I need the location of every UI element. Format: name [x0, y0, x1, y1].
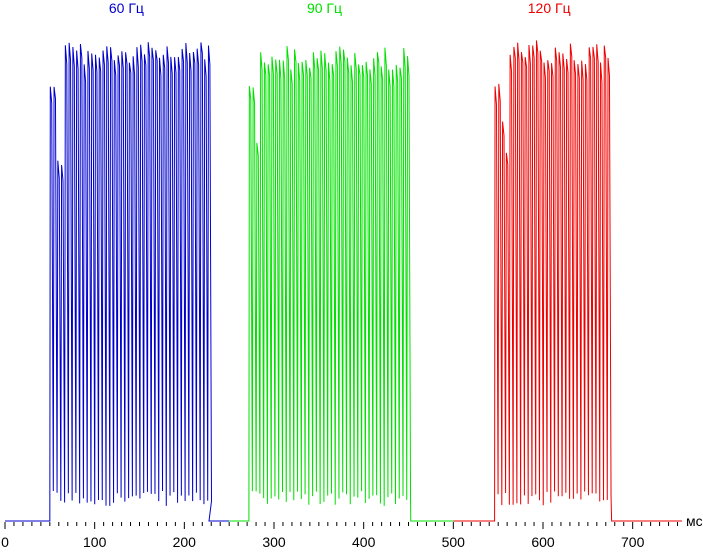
x-tick-label: 200 — [173, 534, 197, 549]
series-line-3 — [453, 40, 682, 522]
x-tick-label: 700 — [621, 534, 645, 549]
x-tick-label: 400 — [352, 534, 376, 549]
x-unit-label: мс — [686, 513, 703, 529]
x-tick-label: 600 — [531, 534, 555, 549]
series-label-2: 90 Гц — [307, 0, 342, 16]
x-tick-label: 0 — [1, 534, 9, 549]
x-tick-label: 500 — [442, 534, 466, 549]
series-layer — [5, 40, 682, 522]
series-labels: 60 Гц 90 Гц 120 Гц — [109, 0, 571, 16]
x-axis: 0 100 200 300 400 500 600 700 мс — [1, 513, 703, 550]
series-line-2 — [229, 46, 454, 522]
series-line-1 — [5, 42, 230, 522]
series-label-3: 120 Гц — [528, 0, 571, 16]
x-tick-label: 300 — [262, 534, 286, 549]
series-label-1: 60 Гц — [109, 0, 144, 16]
x-tick-label: 100 — [83, 534, 107, 549]
